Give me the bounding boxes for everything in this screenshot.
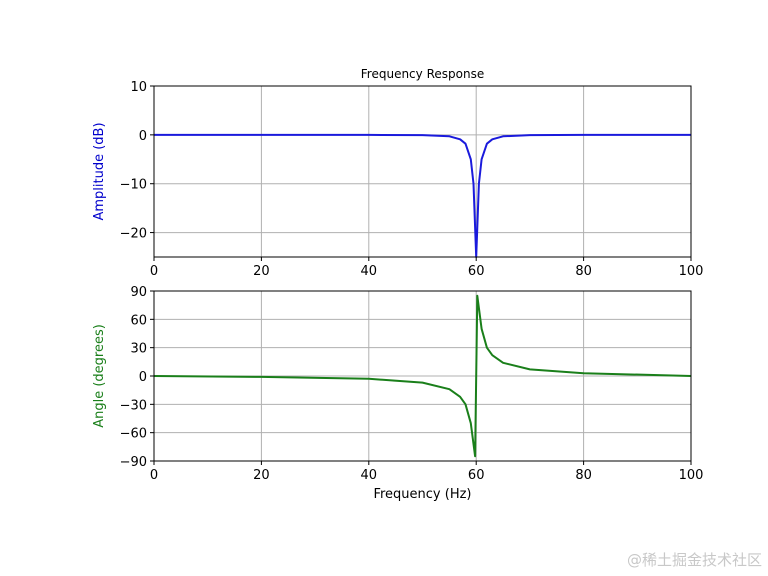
data-line	[153, 294, 692, 458]
x-tick-label: 40	[361, 264, 378, 279]
x-tick-label: 80	[575, 468, 592, 483]
y-tick-label: 30	[130, 342, 147, 357]
y-tick-label: 10	[130, 80, 147, 95]
x-tick-label: 60	[468, 468, 485, 483]
phase-plot: 0 20 40 60 80 100 90 60 30 0 −30 −60 −90 Angle (degre…	[92, 285, 703, 502]
x-tick-label: 0	[150, 264, 158, 279]
x-tick-label: 100	[679, 264, 704, 279]
x-tick-label: 40	[361, 468, 378, 483]
data-line	[154, 133, 691, 258]
axes-frame	[153, 85, 692, 258]
x-tick-label: 100	[679, 468, 704, 483]
y-tick-label: −60	[120, 427, 147, 442]
y-tick-label: −90	[120, 455, 147, 470]
y-tick-label: −10	[120, 178, 147, 193]
x-tick-label: 20	[253, 468, 270, 483]
y-tick-label: −30	[120, 398, 147, 413]
x-tick-label: 80	[575, 264, 592, 279]
chart-title: Frequency Response	[361, 67, 484, 81]
y-tick-label: −20	[120, 227, 147, 242]
y-tick-label: 60	[130, 313, 147, 328]
x-tick-label: 20	[253, 264, 270, 279]
y-tick-label: 0	[139, 129, 147, 144]
y-axis-label: Amplitude (dB)	[92, 122, 107, 220]
y-axis-label: Angle (degrees)	[92, 324, 107, 428]
y-tick-label: 0	[139, 370, 147, 385]
x-tick-label: 0	[150, 468, 158, 483]
x-axis-label: Frequency (Hz)	[373, 487, 471, 502]
x-tick-label: 60	[468, 264, 485, 279]
y-tick-label: 90	[130, 285, 147, 300]
watermark: @稀土掘金技术社区	[626, 551, 762, 569]
